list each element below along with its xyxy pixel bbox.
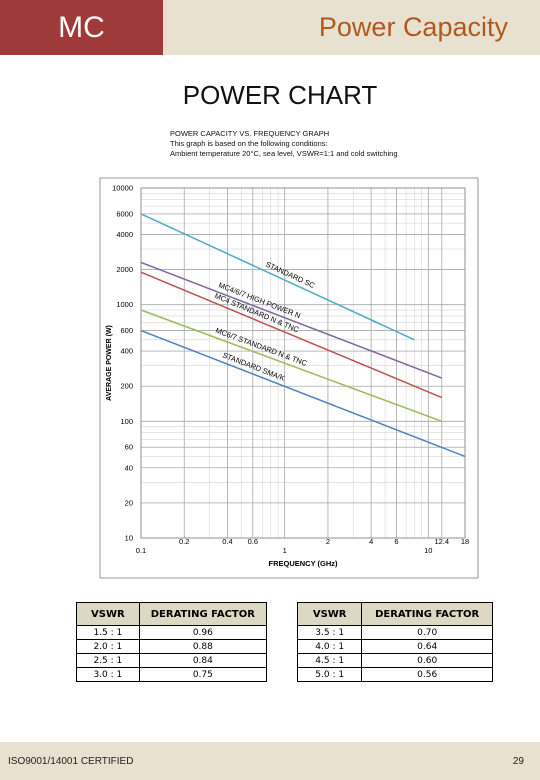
table-cell: 0.75	[138, 667, 268, 682]
y-tick-label: 10	[125, 534, 133, 543]
column-header: DERATING FACTOR	[138, 602, 268, 626]
table-cell: 3.0 : 1	[76, 667, 140, 682]
y-tick-label: 4000	[116, 230, 133, 239]
x-tick-label: 0.6	[248, 537, 258, 546]
y-tick-label: 60	[125, 443, 133, 452]
table-cell: 0.96	[138, 625, 268, 640]
y-tick-label: 600	[120, 326, 133, 335]
page-number: 29	[512, 756, 524, 767]
y-tick-label: 2000	[116, 265, 133, 274]
table-cell: 2.5 : 1	[76, 653, 140, 668]
x-tick-label: 0.1	[136, 546, 146, 555]
table-row: 1.5 : 1 0.96	[76, 625, 268, 640]
table-cell: 3.5 : 1	[296, 625, 363, 640]
table-row: 4.0 : 1 0.64	[296, 639, 493, 654]
header-row: VSWR DERATING FACTOR	[296, 602, 493, 626]
table: VSWR DERATING FACTOR 1.5 : 1 0.96 2.0 : 1 0.8…	[76, 602, 268, 682]
table-cell: 1.5 : 1	[76, 625, 140, 640]
chart-frame	[99, 177, 479, 579]
table-cell: 2.0 : 1	[76, 639, 140, 654]
y-tick-label: 400	[120, 347, 133, 356]
x-axis-label: FREQUENCY (GHz)	[268, 559, 338, 568]
header-title: Power Capacity	[163, 0, 540, 55]
y-tick-label: 20	[125, 498, 133, 507]
graph-caption: POWER CAPACITY VS. FREQUENCY GRAPH	[170, 129, 330, 138]
table-cell: 4.0 : 1	[296, 639, 363, 654]
column-header: VSWR	[76, 602, 140, 626]
graph-note: This graph is based on the following con…	[170, 139, 328, 148]
column-header: DERATING FACTOR	[361, 602, 493, 626]
table-cell: 4.5 : 1	[296, 653, 363, 668]
table-cell: 0.60	[361, 653, 493, 668]
table-row: 3.5 : 1 0.70	[296, 625, 493, 640]
graph-note: Ambient temperature 20°C, sea level, VSW…	[170, 149, 398, 158]
series-line	[140, 213, 415, 341]
y-axis-label: AVERAGE POWER (W)	[106, 325, 113, 401]
table-cell: 5.0 : 1	[296, 667, 363, 682]
table-row: 2.5 : 1 0.84	[76, 653, 268, 668]
table-row: 2.0 : 1 0.88	[76, 639, 268, 654]
table-cell: 0.70	[361, 625, 493, 640]
x-tick-label: 0.4	[222, 537, 232, 546]
table-cell: 0.56	[361, 667, 493, 682]
table: VSWR DERATING FACTOR 3.5 : 1 0.70 4.0 : 1 0.6…	[296, 602, 493, 682]
chart: 10 20 40 60 100 200 400 600 1000 2000 4000 6000 1000…	[99, 177, 479, 579]
x-tick-label: 10	[424, 546, 432, 555]
column-header: VSWR	[296, 602, 363, 626]
footer-text: ISO9001/14001 CERTIFIED	[8, 756, 134, 767]
y-tick-label: 200	[120, 382, 133, 391]
x-tick-label: 4	[369, 537, 373, 546]
table-cell: 0.84	[138, 653, 268, 668]
x-tick-label: 2	[326, 537, 330, 546]
x-tick-label: 18	[461, 537, 469, 546]
table-cell: 0.64	[361, 639, 493, 654]
y-tick-label: 100	[120, 417, 133, 426]
y-tick-label: 1000	[116, 300, 133, 309]
footer: ISO9001/14001 CERTIFIED 29	[0, 742, 540, 780]
x-tick-label: 0.2	[179, 537, 189, 546]
page-title: POWER CHART	[182, 80, 378, 110]
table-cell: 0.88	[138, 639, 268, 654]
plot-area	[140, 187, 466, 539]
y-tick-label: 10000	[112, 184, 133, 193]
header-badge: MC	[0, 0, 163, 55]
x-tick-label: 12.4	[434, 537, 449, 546]
series-line	[140, 329, 466, 458]
series-line	[140, 309, 443, 423]
table-row: 4.5 : 1 0.60	[296, 653, 493, 668]
table-row: 3.0 : 1 0.75	[76, 667, 268, 682]
x-tick-label: 1	[283, 546, 287, 555]
series-line	[140, 271, 443, 399]
table-row: 5.0 : 1 0.56	[296, 667, 493, 682]
series-line	[140, 261, 443, 379]
header-row: VSWR DERATING FACTOR	[76, 602, 268, 626]
y-tick-label: 40	[125, 463, 133, 472]
y-tick-label: 6000	[116, 209, 133, 218]
x-tick-label: 6	[394, 537, 398, 546]
